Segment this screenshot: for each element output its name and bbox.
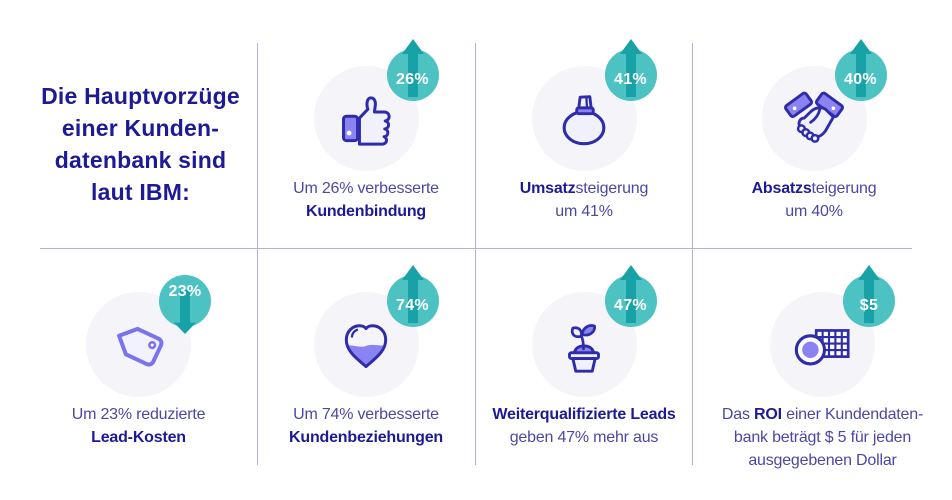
benefit-caption: Weiterqualifizierte Leads geben 47% mehr … xyxy=(492,406,676,446)
arrow-up-icon xyxy=(858,265,880,323)
icon-wrap: $5 xyxy=(770,265,895,397)
arrow-up-icon xyxy=(619,265,642,323)
benefit-caption: Absatzsteigerung um 40% xyxy=(751,180,877,220)
title-line: einer Kunden- xyxy=(61,115,220,141)
benefit-caption: Umsatzsteigerung um 41% xyxy=(519,180,649,220)
stat-value: 26% xyxy=(396,71,429,89)
divider-vertical-3 xyxy=(692,43,693,465)
stat-badge: 41% xyxy=(604,39,657,101)
icon-wrap: 26% xyxy=(313,39,439,171)
benefit-caption: Um 74% verbesserte Kundenbeziehungen xyxy=(289,406,443,446)
stat-value: $5 xyxy=(859,297,879,315)
benefit-card-absatzsteigerung: 40% Absatzsteigerung um 40% xyxy=(692,39,936,223)
benefit-card-roi: $5 Das ROI einer Kundendaten-bank beträg… xyxy=(700,265,945,472)
benefit-card-kundenbeziehungen: 74% Um 74% verbesserte Kundenbeziehungen xyxy=(257,265,475,449)
stat-value: 47% xyxy=(614,297,647,315)
page-title: Die Hauptvorzüge einer Kunden- datenbank… xyxy=(12,80,269,208)
arrow-up-icon xyxy=(619,39,642,97)
arrow-down-icon xyxy=(174,290,196,334)
title-line: Die Hauptvorzüge xyxy=(41,83,240,109)
arrow-up-icon xyxy=(401,265,424,323)
stat-badge: 40% xyxy=(834,39,887,101)
stat-value: 23% xyxy=(168,283,202,301)
stat-value: 40% xyxy=(844,71,877,89)
stat-badge: 26% xyxy=(386,39,439,101)
title-line: laut IBM: xyxy=(91,179,190,205)
icon-wrap: 23% xyxy=(86,275,211,397)
stat-value: 41% xyxy=(614,71,647,89)
benefit-caption: Das ROI einer Kundendaten-bank beträgt $… xyxy=(721,406,924,469)
benefit-card-kundenbindung: 26% Um 26% verbesserte Kundenbindung xyxy=(257,39,475,223)
benefit-card-umsatzsteigerung: 41% Umsatzsteigerung um 41% xyxy=(475,39,693,223)
stat-badge: 23% xyxy=(159,275,211,334)
benefit-card-leads: 47% Weiterqualifizierte Leads geben 47% m… xyxy=(475,265,693,449)
title-line: datenbank sind xyxy=(54,147,227,173)
price-tag-icon xyxy=(86,292,191,397)
benefit-card-lead-kosten: 23% Um 23% reduzierte Lead-Kosten xyxy=(10,275,267,449)
stat-badge: $5 xyxy=(843,265,895,327)
benefit-caption: Um 23% reduzierte Lead-Kosten xyxy=(71,406,206,446)
icon-wrap: 41% xyxy=(531,39,657,171)
arrow-up-icon xyxy=(401,39,424,97)
icon-wrap: 47% xyxy=(531,265,657,397)
stat-badge: 74% xyxy=(386,265,439,327)
divider-vertical-1 xyxy=(257,43,258,465)
arrow-up-icon xyxy=(849,39,872,97)
divider-horizontal xyxy=(40,248,912,249)
icon-wrap: 40% xyxy=(761,39,887,171)
stat-value: 74% xyxy=(396,297,429,315)
benefit-caption: Um 26% verbesserte Kundenbindung xyxy=(293,180,439,220)
stat-badge: 47% xyxy=(604,265,657,327)
divider-vertical-2 xyxy=(475,43,476,465)
icon-wrap: 74% xyxy=(313,265,439,397)
